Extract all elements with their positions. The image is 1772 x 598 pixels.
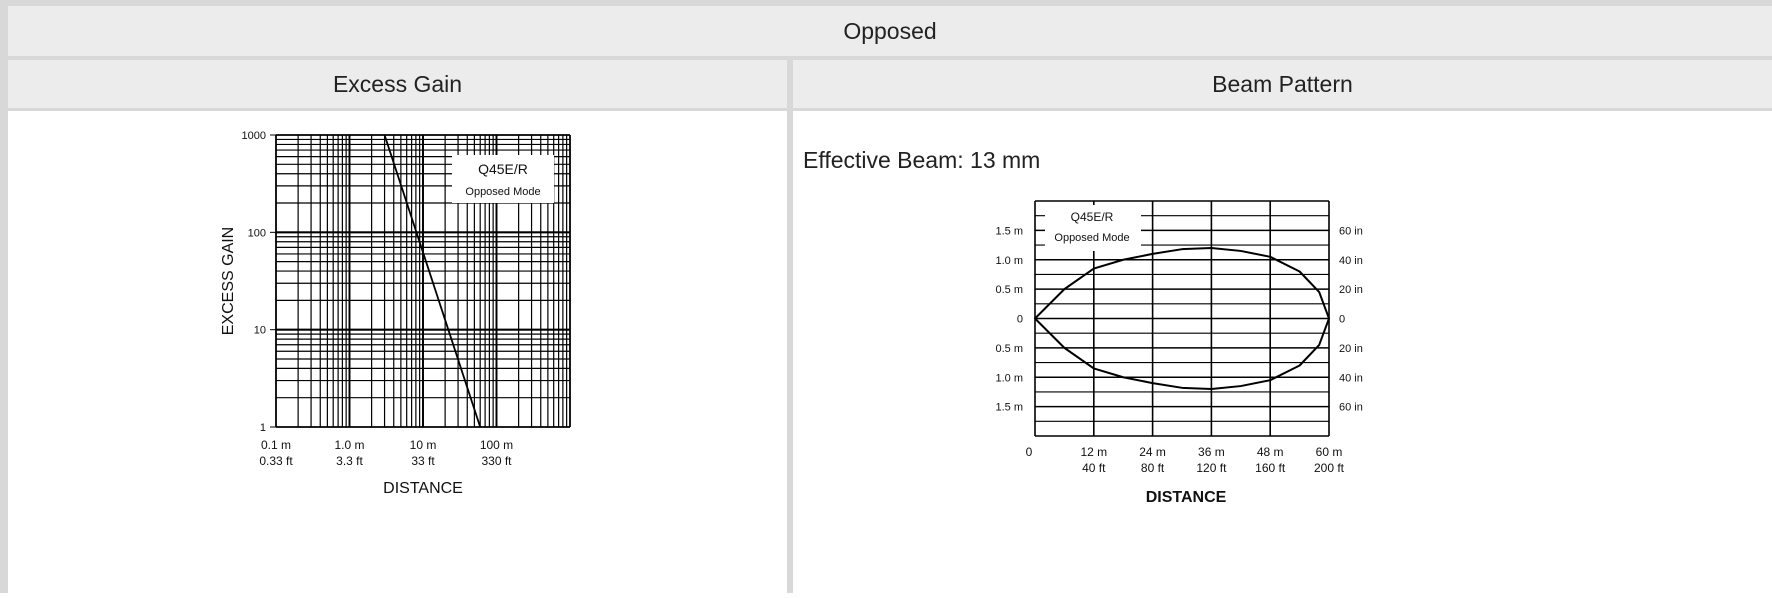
effective-beam-label: Effective Beam: 13 mm: [803, 147, 1041, 173]
x-tick-label-ft: 120 ft: [1196, 461, 1227, 475]
inset-legend-mode: Opposed Mode: [465, 186, 540, 198]
x-tick-label-m: 10 m: [410, 438, 437, 452]
x-tick-label-ft: 0.33 ft: [259, 454, 293, 468]
y-tick-label-left: 0.5 m: [995, 284, 1023, 296]
x-tick-label-ft: 330 ft: [481, 454, 512, 468]
x-tick-label-m: 12 m: [1080, 445, 1107, 459]
y-tick-label: 100: [248, 227, 266, 239]
y-tick-label-right: 20 in: [1339, 284, 1363, 296]
x-tick-label-ft: 3.3 ft: [336, 454, 363, 468]
excess-gain-header: Excess Gain: [332, 70, 463, 97]
y-tick-label-right: 40 in: [1339, 255, 1363, 267]
beam-pattern-cell: Effective Beam: 13 mm 1.5 m 60 in 1.0 m 40 …: [793, 111, 1772, 593]
x-axis-title: DISTANCE: [1146, 489, 1227, 506]
y-tick-label-left: 0: [1017, 314, 1023, 326]
beam-pattern-header: Beam Pattern: [1212, 70, 1353, 97]
y-tick-label-right: 0: [1339, 314, 1345, 326]
y-axis-title: EXCESS GAIN: [220, 227, 237, 335]
beam-pattern-header-cell: Beam Pattern: [793, 60, 1772, 108]
table-title: Opposed: [843, 17, 937, 44]
y-tick-label-left: 1.0 m: [995, 372, 1023, 384]
x-tick-label-m: 100 m: [480, 438, 513, 452]
y-tick-label: 1: [260, 422, 266, 434]
table-title-cell: Opposed: [8, 6, 1772, 56]
beam-pattern-chart: 1.5 m 60 in 1.0 m 40 in 0.5 m 20 in 0 0 0.5 m 20 …: [995, 200, 1363, 506]
y-tick-label-left: 0.5 m: [995, 343, 1023, 355]
x-tick-label-m: 36 m: [1198, 445, 1225, 459]
inset-legend-box: [452, 155, 554, 203]
excess-gain-cell: 1 10 100 1000 0.1 m 0.33 ft 1.0 m 3.3 ft 10 m 33 …: [8, 111, 787, 593]
x-tick-label-ft: 33 ft: [411, 454, 435, 468]
inset-legend-model: Q45E/R: [1071, 210, 1114, 224]
x-tick-label-m: 60 m: [1316, 445, 1343, 459]
x-tick-label-m: 24 m: [1139, 445, 1166, 459]
x-axis-title: DISTANCE: [383, 480, 463, 497]
excess-gain-chart: 1 10 100 1000 0.1 m 0.33 ft 1.0 m 3.3 ft 10 m 33 …: [220, 130, 571, 497]
y-tick-label-right: 60 in: [1339, 402, 1363, 414]
x-tick-label-m: 1.0 m: [334, 438, 364, 452]
inset-legend-box: [1045, 205, 1141, 251]
y-tick-label: 10: [254, 325, 266, 337]
inset-legend-mode: Opposed Mode: [1054, 232, 1129, 244]
y-tick-label-right: 20 in: [1339, 343, 1363, 355]
x-tick-label-m: 0.1 m: [261, 438, 291, 452]
y-tick-label-right: 60 in: [1339, 225, 1363, 237]
excess-gain-series-line: [383, 134, 482, 428]
inset-legend-model: Q45E/R: [478, 161, 528, 177]
x-tick-label-ft: 40 ft: [1082, 461, 1106, 475]
y-tick-label: 1000: [242, 130, 266, 142]
x-tick-label-ft: 80 ft: [1141, 461, 1165, 475]
x-tick-label-ft: 160 ft: [1255, 461, 1286, 475]
x-tick-label-m: 0: [1026, 445, 1033, 459]
excess-gain-header-cell: Excess Gain: [8, 60, 787, 108]
y-tick-label-left: 1.5 m: [995, 402, 1023, 414]
y-tick-label-left: 1.5 m: [995, 225, 1023, 237]
x-tick-label-m: 48 m: [1257, 445, 1284, 459]
beam-envelope-series-line: [1034, 247, 1330, 390]
x-tick-label-ft: 200 ft: [1314, 461, 1345, 475]
y-tick-label-left: 1.0 m: [995, 255, 1023, 267]
y-tick-label-right: 40 in: [1339, 372, 1363, 384]
